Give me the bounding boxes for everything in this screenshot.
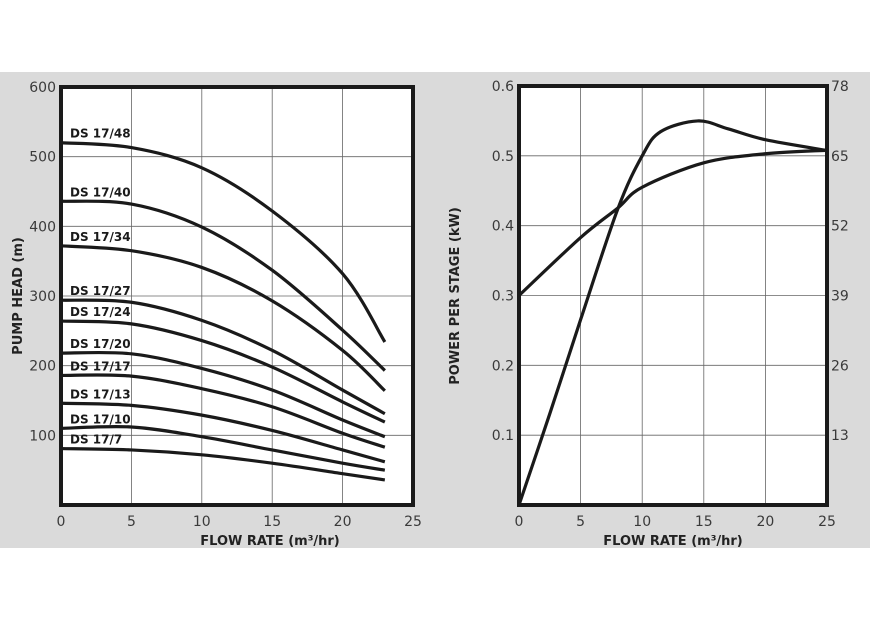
plot-frame bbox=[59, 85, 415, 507]
left-y-axis-title: PUMP HEAD (m) bbox=[11, 237, 26, 355]
x-tick-label: 5 bbox=[576, 514, 585, 530]
y-tick-label: 500 bbox=[29, 150, 56, 166]
series-label: DS 17/10 bbox=[70, 412, 131, 426]
y-tick-label: 100 bbox=[29, 428, 56, 444]
series-label: DS 17/48 bbox=[70, 127, 131, 141]
y-tick-label: 300 bbox=[29, 289, 56, 305]
series-label: DS 17/17 bbox=[70, 359, 131, 373]
y-tick-label: 0.5 bbox=[492, 149, 514, 165]
series-label: DS 17/40 bbox=[70, 185, 131, 199]
y-tick-label: 0.6 bbox=[492, 79, 514, 95]
series-label: DS 17/7 bbox=[70, 433, 122, 447]
x-tick-label: 5 bbox=[127, 514, 136, 530]
x-tick-label: 10 bbox=[193, 514, 211, 530]
y2-tick-label: 13 bbox=[831, 428, 849, 444]
y-tick-label: 0.3 bbox=[492, 289, 514, 305]
y2-tick-label: 78 bbox=[831, 79, 849, 95]
series-line-ds-17-20 bbox=[60, 350, 386, 439]
y-tick-label: 0.2 bbox=[492, 358, 514, 374]
series-line-ds-17-24 bbox=[60, 319, 386, 424]
x-tick-label: 15 bbox=[263, 514, 281, 530]
series-line-right-axis bbox=[517, 119, 828, 506]
series-line-left-axis bbox=[517, 148, 828, 297]
plot-frame bbox=[517, 84, 829, 507]
series-line-ds-17-40 bbox=[60, 199, 386, 372]
series-line-ds-17-7 bbox=[60, 446, 386, 482]
y2-tick-label: 26 bbox=[831, 358, 849, 374]
x-tick-label: 20 bbox=[334, 514, 352, 530]
series-line-ds-17-48 bbox=[60, 141, 387, 343]
series-label: DS 17/27 bbox=[70, 284, 131, 298]
pump-head-chart: 0 5 10 15 20 25 100 200 300 400 500 600 DS 17/48 DS 1… bbox=[29, 80, 422, 530]
x-tick-label: 25 bbox=[818, 514, 836, 530]
x-tick-label: 10 bbox=[633, 514, 651, 530]
y2-tick-label: 52 bbox=[831, 219, 849, 235]
series-line-ds-17-10 bbox=[60, 424, 386, 472]
y2-tick-label: 39 bbox=[831, 289, 849, 305]
series-label: DS 17/20 bbox=[70, 337, 131, 351]
x-tick-label: 0 bbox=[57, 514, 66, 530]
right-y-axis-title: POWER PER STAGE (kW) bbox=[448, 207, 463, 385]
series-label: DS 17/13 bbox=[70, 387, 131, 401]
x-tick-label: 0 bbox=[515, 514, 524, 530]
x-tick-label: 20 bbox=[756, 514, 774, 530]
series-label: DS 17/34 bbox=[70, 230, 131, 244]
series-line-ds-17-13 bbox=[60, 401, 386, 464]
series-line-ds-17-27 bbox=[60, 298, 386, 416]
x-tick-label: 25 bbox=[404, 514, 422, 530]
series-line-ds-17-17 bbox=[60, 373, 386, 449]
x-tick-label: 15 bbox=[695, 514, 713, 530]
y2-tick-label: 65 bbox=[831, 149, 849, 165]
series-line-ds-17-34 bbox=[60, 244, 386, 392]
series-label: DS 17/24 bbox=[70, 305, 131, 319]
y-tick-label: 600 bbox=[29, 80, 56, 96]
left-x-axis-title: FLOW RATE (m³/hr) bbox=[200, 534, 340, 549]
y-tick-label: 0.4 bbox=[492, 219, 514, 235]
y-tick-label: 200 bbox=[29, 359, 56, 375]
power-per-stage-chart: 0 5 10 15 20 25 0.1 0.2 0.3 0.4 0.5 0.6 13 26 39 52 65 78 bbox=[492, 79, 849, 530]
y-tick-label: 400 bbox=[29, 219, 56, 235]
y-tick-label: 0.1 bbox=[492, 428, 514, 444]
right-x-axis-title: FLOW RATE (m³/hr) bbox=[603, 534, 743, 549]
